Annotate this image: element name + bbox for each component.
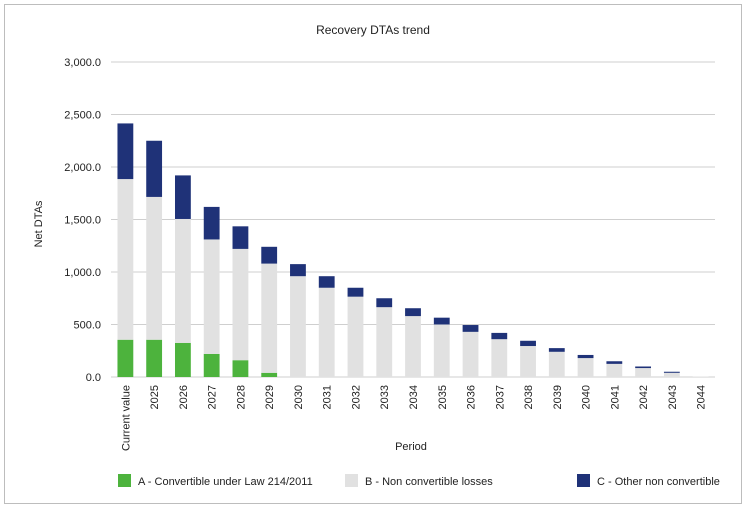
x-tick-label: 2027 <box>207 385 219 409</box>
y-axis-title: Net DTAs <box>33 200 45 247</box>
x-tick-label: 2033 <box>379 385 391 409</box>
x-tick-label: 2032 <box>350 385 362 409</box>
y-tick-label: 3,000.0 <box>64 57 101 69</box>
bar-segment-c <box>174 175 191 219</box>
bar-stacks <box>117 123 709 377</box>
bar-segment-c <box>577 354 594 359</box>
bar-segment-b <box>290 276 306 377</box>
bar-segment-b <box>663 372 680 377</box>
legend: A - Convertible under Law 214/2011 B - No… <box>118 474 720 488</box>
bar-segment-b <box>146 196 163 340</box>
y-tick-label: 0.0 <box>86 372 101 384</box>
x-tick-label: 2039 <box>552 385 564 409</box>
bar-segment-b <box>174 218 191 343</box>
y-tick-label: 1,500.0 <box>64 215 101 227</box>
bar-segment-c <box>232 226 249 249</box>
legend-swatch <box>118 474 131 487</box>
bar-segment-a <box>117 339 134 377</box>
bar-segment-c <box>405 308 421 317</box>
bar-segment-c <box>663 371 680 373</box>
x-tick-label: 2044 <box>696 385 708 409</box>
x-axis-title: Period <box>395 441 427 453</box>
x-tick-label: 2029 <box>264 385 276 409</box>
legend-label: A - Convertible under Law 214/2011 <box>138 476 313 488</box>
y-tick-label: 2,500.0 <box>64 110 101 122</box>
bar-segment-c <box>491 332 508 340</box>
bar-segment-c <box>548 348 565 352</box>
chart-title: Recovery DTAs trend <box>316 23 430 37</box>
bar-segment-b <box>347 296 364 377</box>
x-tick-label: 2034 <box>408 385 420 409</box>
bar-segment-a <box>261 372 278 377</box>
chart-frame: Recovery DTAs trend 0.0 500.0 1,000.0 1,500… <box>4 4 742 504</box>
bar-segment-b <box>491 339 508 377</box>
bar-segment-b <box>232 248 249 361</box>
x-tick-label: 2038 <box>523 385 535 409</box>
bar-segment-c <box>376 298 393 308</box>
bar-segment-b <box>635 368 652 377</box>
y-tick-label: 500.0 <box>73 320 101 332</box>
bar-segment-b <box>548 351 565 377</box>
x-tick-label: 2040 <box>581 385 593 409</box>
legend-label: B - Non convertible losses <box>365 476 493 488</box>
bar-segment-a <box>203 353 220 377</box>
bar-segment-b <box>606 363 623 377</box>
x-tick-label: 2043 <box>667 385 679 409</box>
legend-label: C - Other non convertible <box>597 476 720 488</box>
bar-segment-a <box>146 339 163 377</box>
x-tick-label: 2031 <box>322 385 334 409</box>
x-tick-label: 2035 <box>437 385 449 409</box>
bar-segment-c <box>433 317 450 325</box>
bar-segment-b <box>405 316 421 377</box>
bar-segment-b <box>203 239 220 354</box>
recovery-dtas-chart: Recovery DTAs trend 0.0 500.0 1,000.0 1,500… <box>33 23 720 488</box>
bar-segment-c <box>318 276 335 288</box>
bar-segment-c <box>347 287 364 297</box>
bar-segment-c <box>203 206 220 240</box>
bar-segment-c <box>290 264 306 277</box>
x-tick-label: 2041 <box>609 385 621 409</box>
x-tick-label: 2026 <box>178 385 190 409</box>
bar-segment-c <box>261 246 278 264</box>
legend-swatch <box>577 474 590 487</box>
y-tick-label: 1,000.0 <box>64 267 101 279</box>
x-tick-label: 2037 <box>494 385 506 409</box>
x-tick-label: 2042 <box>638 385 650 409</box>
bar-segment-c <box>146 140 163 197</box>
bar-segment-a <box>174 342 191 377</box>
bar-segment-b <box>318 287 335 377</box>
bar-segment-b <box>376 307 393 377</box>
bar-segment-b <box>520 346 536 377</box>
bar-segment-b <box>433 324 450 377</box>
bar-segment-b <box>117 179 134 340</box>
bar-segment-c <box>520 340 536 347</box>
bar-segment-b <box>577 358 594 377</box>
bar-segment-c <box>462 325 479 332</box>
x-tick-label: 2025 <box>149 385 161 409</box>
bar-segment-a <box>232 360 249 377</box>
bar-segment-c <box>635 366 652 369</box>
bar-segment-c <box>606 361 623 364</box>
x-tick-label: 2030 <box>293 385 305 409</box>
x-tick-label: 2028 <box>235 385 247 409</box>
x-axis-ticks: Current value 2025 2026 2027 2028 2029 2030 203… <box>120 385 707 451</box>
y-tick-label: 2,000.0 <box>64 162 101 174</box>
bar-segment-c <box>117 123 134 180</box>
bar-segment-b <box>692 376 709 377</box>
y-axis-ticks: 0.0 500.0 1,000.0 1,500.0 2,000.0 2,500.0 3,00… <box>64 57 101 384</box>
legend-swatch <box>345 474 358 487</box>
bar-segment-b <box>261 263 278 373</box>
bar-segment-b <box>462 331 479 377</box>
x-tick-label: Current value <box>120 385 132 451</box>
x-tick-label: 2036 <box>466 385 478 409</box>
